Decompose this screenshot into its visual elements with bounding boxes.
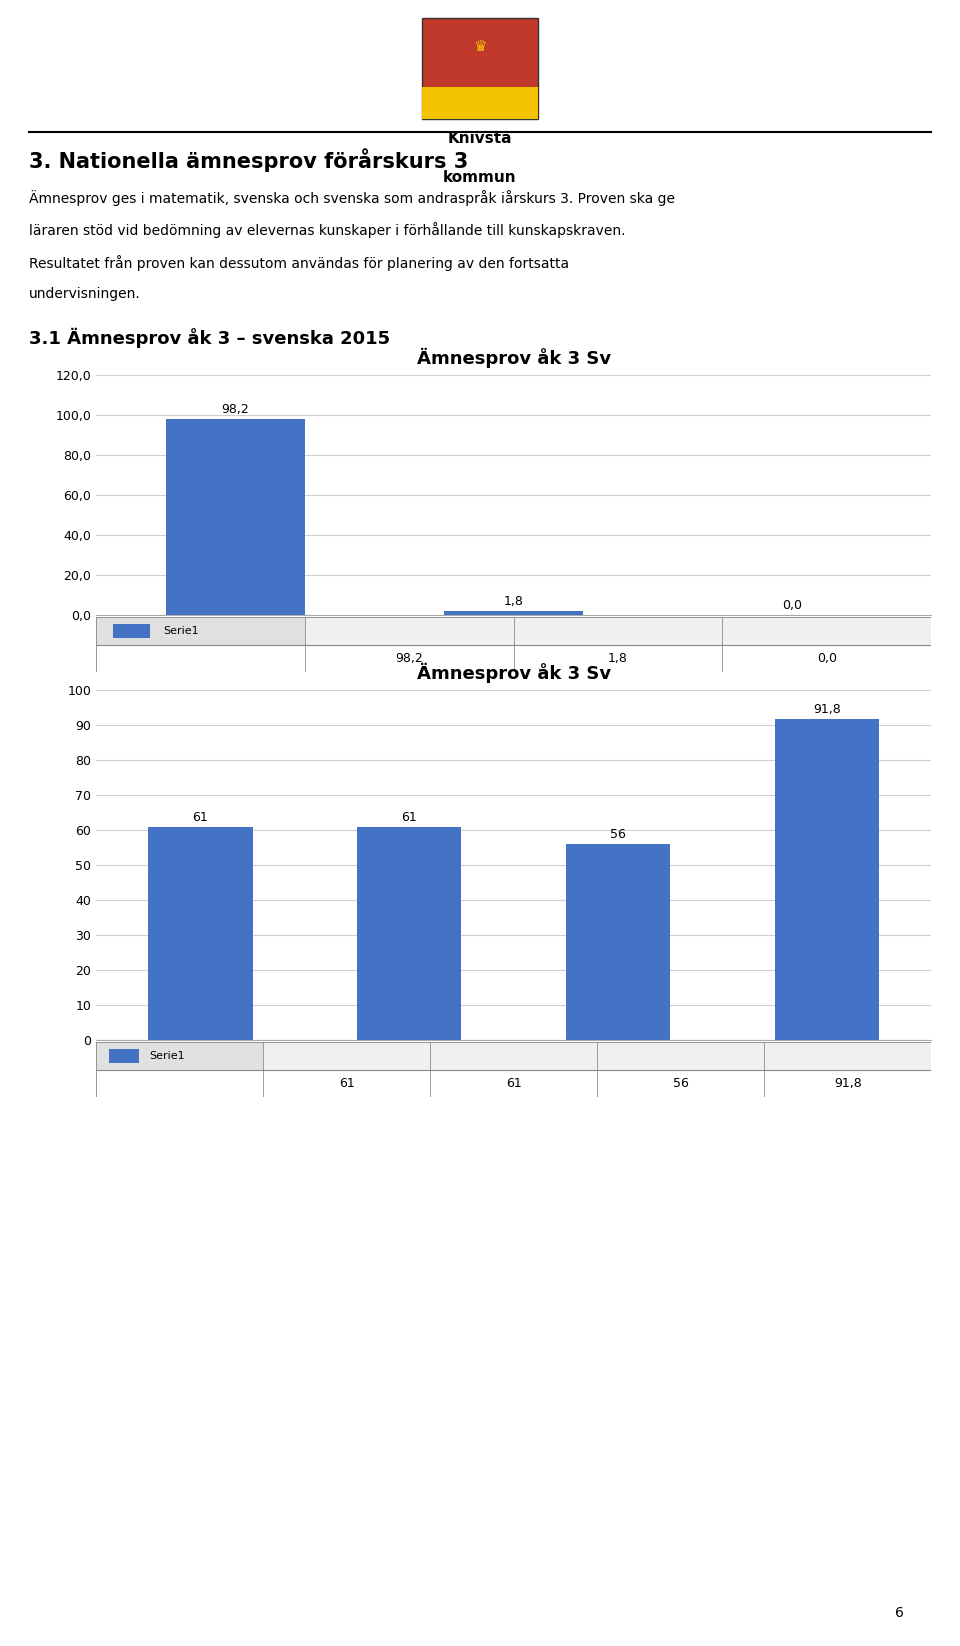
Bar: [722, 645, 931, 672]
Bar: [565, 844, 670, 1040]
Bar: [96, 617, 304, 645]
Title: Ämnesprov åk 3 Sv: Ämnesprov åk 3 Sv: [417, 347, 611, 369]
Text: läraren stöd vid bedömning av elevernas kunskaper i förhållande till kunskapskra: läraren stöd vid bedömning av elevernas …: [29, 222, 625, 239]
Bar: [422, 18, 538, 119]
Text: 91,8: 91,8: [813, 703, 841, 716]
Text: 0,0: 0,0: [817, 652, 837, 665]
Text: Ämnesprov ges i matematik, svenska och svenska som andraspråk iårskurs 3. Proven: Ämnesprov ges i matematik, svenska och s…: [29, 189, 675, 206]
Bar: [112, 624, 151, 639]
Bar: [304, 645, 514, 672]
Bar: [304, 617, 514, 645]
Bar: [775, 719, 879, 1040]
Bar: [96, 1042, 263, 1070]
Title: Ämnesprov åk 3 Sv: Ämnesprov åk 3 Sv: [417, 663, 611, 683]
Text: 61: 61: [506, 1076, 521, 1090]
Text: 56: 56: [610, 828, 626, 841]
Text: 56: 56: [673, 1076, 688, 1090]
Bar: [96, 645, 304, 672]
Text: Knivsta: Knivsta: [447, 130, 513, 146]
Bar: [109, 1049, 139, 1063]
Text: Serie1: Serie1: [163, 625, 199, 635]
Bar: [764, 1042, 931, 1070]
Bar: [430, 1070, 597, 1096]
Bar: [597, 1042, 764, 1070]
Text: 61: 61: [339, 1076, 354, 1090]
Bar: [96, 1070, 263, 1096]
Text: Resultatet från proven kan dessutom användas för planering av den fortsatta: Resultatet från proven kan dessutom anvä…: [29, 255, 569, 270]
Text: 98,2: 98,2: [396, 652, 423, 665]
Text: 0,0: 0,0: [782, 599, 802, 612]
Bar: [514, 617, 722, 645]
Text: 61: 61: [401, 811, 417, 823]
Text: kommun: kommun: [444, 170, 516, 184]
Text: 3.1 Ämnesprov åk 3 – svenska 2015: 3.1 Ämnesprov åk 3 – svenska 2015: [29, 328, 390, 347]
Bar: [430, 1042, 597, 1070]
Text: 3. Nationella ämnesprov förårskurs 3: 3. Nationella ämnesprov förårskurs 3: [29, 148, 468, 171]
Text: Serie1: Serie1: [150, 1050, 185, 1060]
Text: 91,8: 91,8: [834, 1076, 861, 1090]
Bar: [444, 611, 584, 616]
Bar: [722, 617, 931, 645]
Text: 98,2: 98,2: [222, 403, 249, 415]
Bar: [165, 418, 304, 616]
Text: 1,8: 1,8: [504, 596, 523, 609]
Text: undervisningen.: undervisningen.: [29, 286, 140, 301]
Bar: [514, 645, 722, 672]
Bar: [263, 1042, 430, 1070]
Bar: [148, 826, 252, 1040]
Bar: [263, 1070, 430, 1096]
Bar: [357, 826, 462, 1040]
Bar: [597, 1070, 764, 1096]
Bar: [422, 87, 538, 119]
Text: 6: 6: [896, 1606, 904, 1620]
Text: 61: 61: [193, 811, 208, 823]
Text: ♛: ♛: [473, 40, 487, 54]
Text: 1,8: 1,8: [608, 652, 628, 665]
Bar: [764, 1070, 931, 1096]
